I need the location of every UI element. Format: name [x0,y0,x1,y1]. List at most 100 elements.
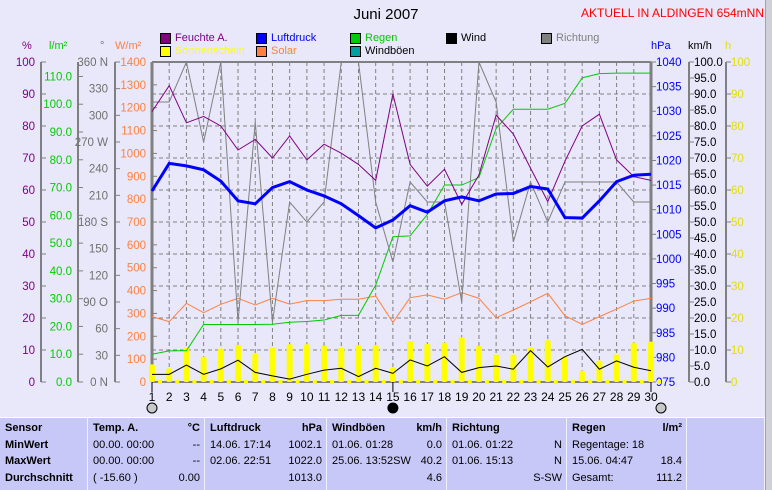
table-row: MaxWert [5,453,83,470]
axis-label-wind: 100.0 [694,57,723,69]
table-cell-value: 40.2 [420,455,442,467]
table-cell-value: N [554,438,562,451]
table-cell: 25.06. 13:52SW [332,455,411,467]
bar-sunshine [372,344,379,382]
x-axis-marker [381,380,386,384]
x-tick-label: 8 [269,390,276,404]
axis-label-direction: 60 [95,324,108,336]
x-axis-marker [192,380,197,384]
table-cell: 01.06. 15:13 [452,455,514,467]
axis-label-sunshine: 90 [731,89,744,101]
table-cell-value: -- [192,438,200,451]
table-cell-value: 1013.0 [288,471,322,484]
x-tick-label: 28 [610,390,624,404]
axis-label-rain: 20.0 [50,321,72,333]
table-column: Regen l/m² Regentage: 18 15.06. 04:47 18.4 Ge… [567,418,687,490]
x-axis-marker [175,380,180,384]
table-cell-value: 1002.1 [288,438,322,451]
x-axis-marker [433,380,438,384]
axis-label-wind: 75.0 [694,137,716,149]
axis-label-sunshine: 10 [731,345,744,357]
table-cell: Regen [572,422,606,434]
x-tick-label: 13 [352,390,366,404]
axis-label-sunshine: 100 [731,57,750,69]
x-tick-label: 24 [541,390,555,404]
axis-label-humidity: 20 [22,313,35,325]
table-cell-value: S-SW [533,471,562,484]
axis-label-wind: 80.0 [694,121,716,133]
x-axis-marker [330,380,335,384]
x-tick-label: 19 [455,390,469,404]
bar-sunshine [493,354,500,382]
bar-sunshine [527,347,534,382]
table-cell: 02.06. 22:51 [210,455,272,467]
axis-label-wind: 15.0 [694,329,716,341]
bar-sunshine [235,344,242,382]
table-row: Richtung [452,420,562,437]
x-axis-marker [226,380,231,384]
table-row: Gesamt: 111.2 [572,470,682,487]
table-column: Sensor MinWert MaxWert Durchschnitt [0,418,88,490]
axis-label-sunshine: 80 [731,121,744,133]
legend-label: Solar [271,45,297,57]
axis-label-pressure: 990 [656,303,675,315]
axis-label-wind: 90.0 [694,89,716,101]
x-axis-marker [519,380,524,384]
table-cell: MinWert [5,438,49,451]
axis-label-pressure: 1035 [656,82,682,94]
axis-label-solar: 0 [140,377,146,389]
table-cell: MaxWert [5,455,51,467]
axis-label-humidity: 10 [22,345,35,357]
axis-label-solar: 300 [127,308,146,320]
table-column: Luftdruck hPa 14.06. 17:14 1002.1 02.06. 22:… [205,418,327,490]
bar-sunshine [407,341,414,382]
table-row: Sensor [5,420,83,437]
weather-chart: 01020304050607080901000.010.020.030.040.… [16,57,750,414]
bar-sunshine [269,347,276,382]
axis-label-pressure: 1015 [656,180,682,192]
bar-sunshine [561,356,568,382]
table-cell-value: 4.6 [426,471,442,484]
series-line-feuchte-a- [151,84,652,206]
x-axis-marker [364,380,369,384]
table-row: Regen l/m² [572,420,682,437]
axis-label-rain: 80.0 [50,155,72,167]
table-row [692,437,760,454]
x-axis-marker [536,380,541,384]
axis-label-rain: 0.0 [56,377,72,389]
table-cell: 00.00. 00:00 [93,455,155,467]
axis-label-pressure: 995 [656,279,675,291]
page-title: Juni 2007 [353,6,419,23]
table-cell: 14.06. 17:14 [210,438,272,451]
table-row: 02.06. 22:51 1022.0 [210,453,322,470]
series-line-richtung [152,60,651,323]
axis-label-sunshine: 40 [731,249,744,261]
axis-label-sunshine: 60 [731,185,744,197]
x-axis-marker [295,380,300,384]
x-tick-label: 18 [438,390,452,404]
legend-label: Feuchte A. [175,32,228,44]
series-line-regen [151,72,651,355]
x-tick-label: 11 [318,390,331,404]
x-axis-marker [622,380,627,384]
axis-label-solar: 500 [127,263,146,275]
x-axis-marker [639,380,644,384]
x-tick-label: 2 [166,390,173,404]
axis-label-pressure: 1020 [656,155,682,167]
bar-sunshine [200,356,207,382]
new-moon-icon [387,402,399,414]
table-cell: Richtung [452,422,500,434]
legend-label: Regen [365,32,398,44]
axis-label-solar: 400 [127,286,146,298]
axis-label-solar: 1000 [120,148,146,160]
table-row: 15.06. 04:47 18.4 [572,453,682,470]
statistics-table: Sensor MinWert MaxWert Durchschnitt Temp. A.… [0,417,765,490]
table-cell-value: km/h [416,422,442,434]
unit-humidity: % [22,40,32,52]
x-tick-label: 7 [252,390,259,404]
table-cell-value: 0.0 [426,438,442,451]
x-tick-label: 30 [644,390,658,404]
x-axis-marker [209,380,214,384]
x-tick-label: 9 [286,390,293,404]
vertical-scrollbar[interactable] [765,0,772,490]
